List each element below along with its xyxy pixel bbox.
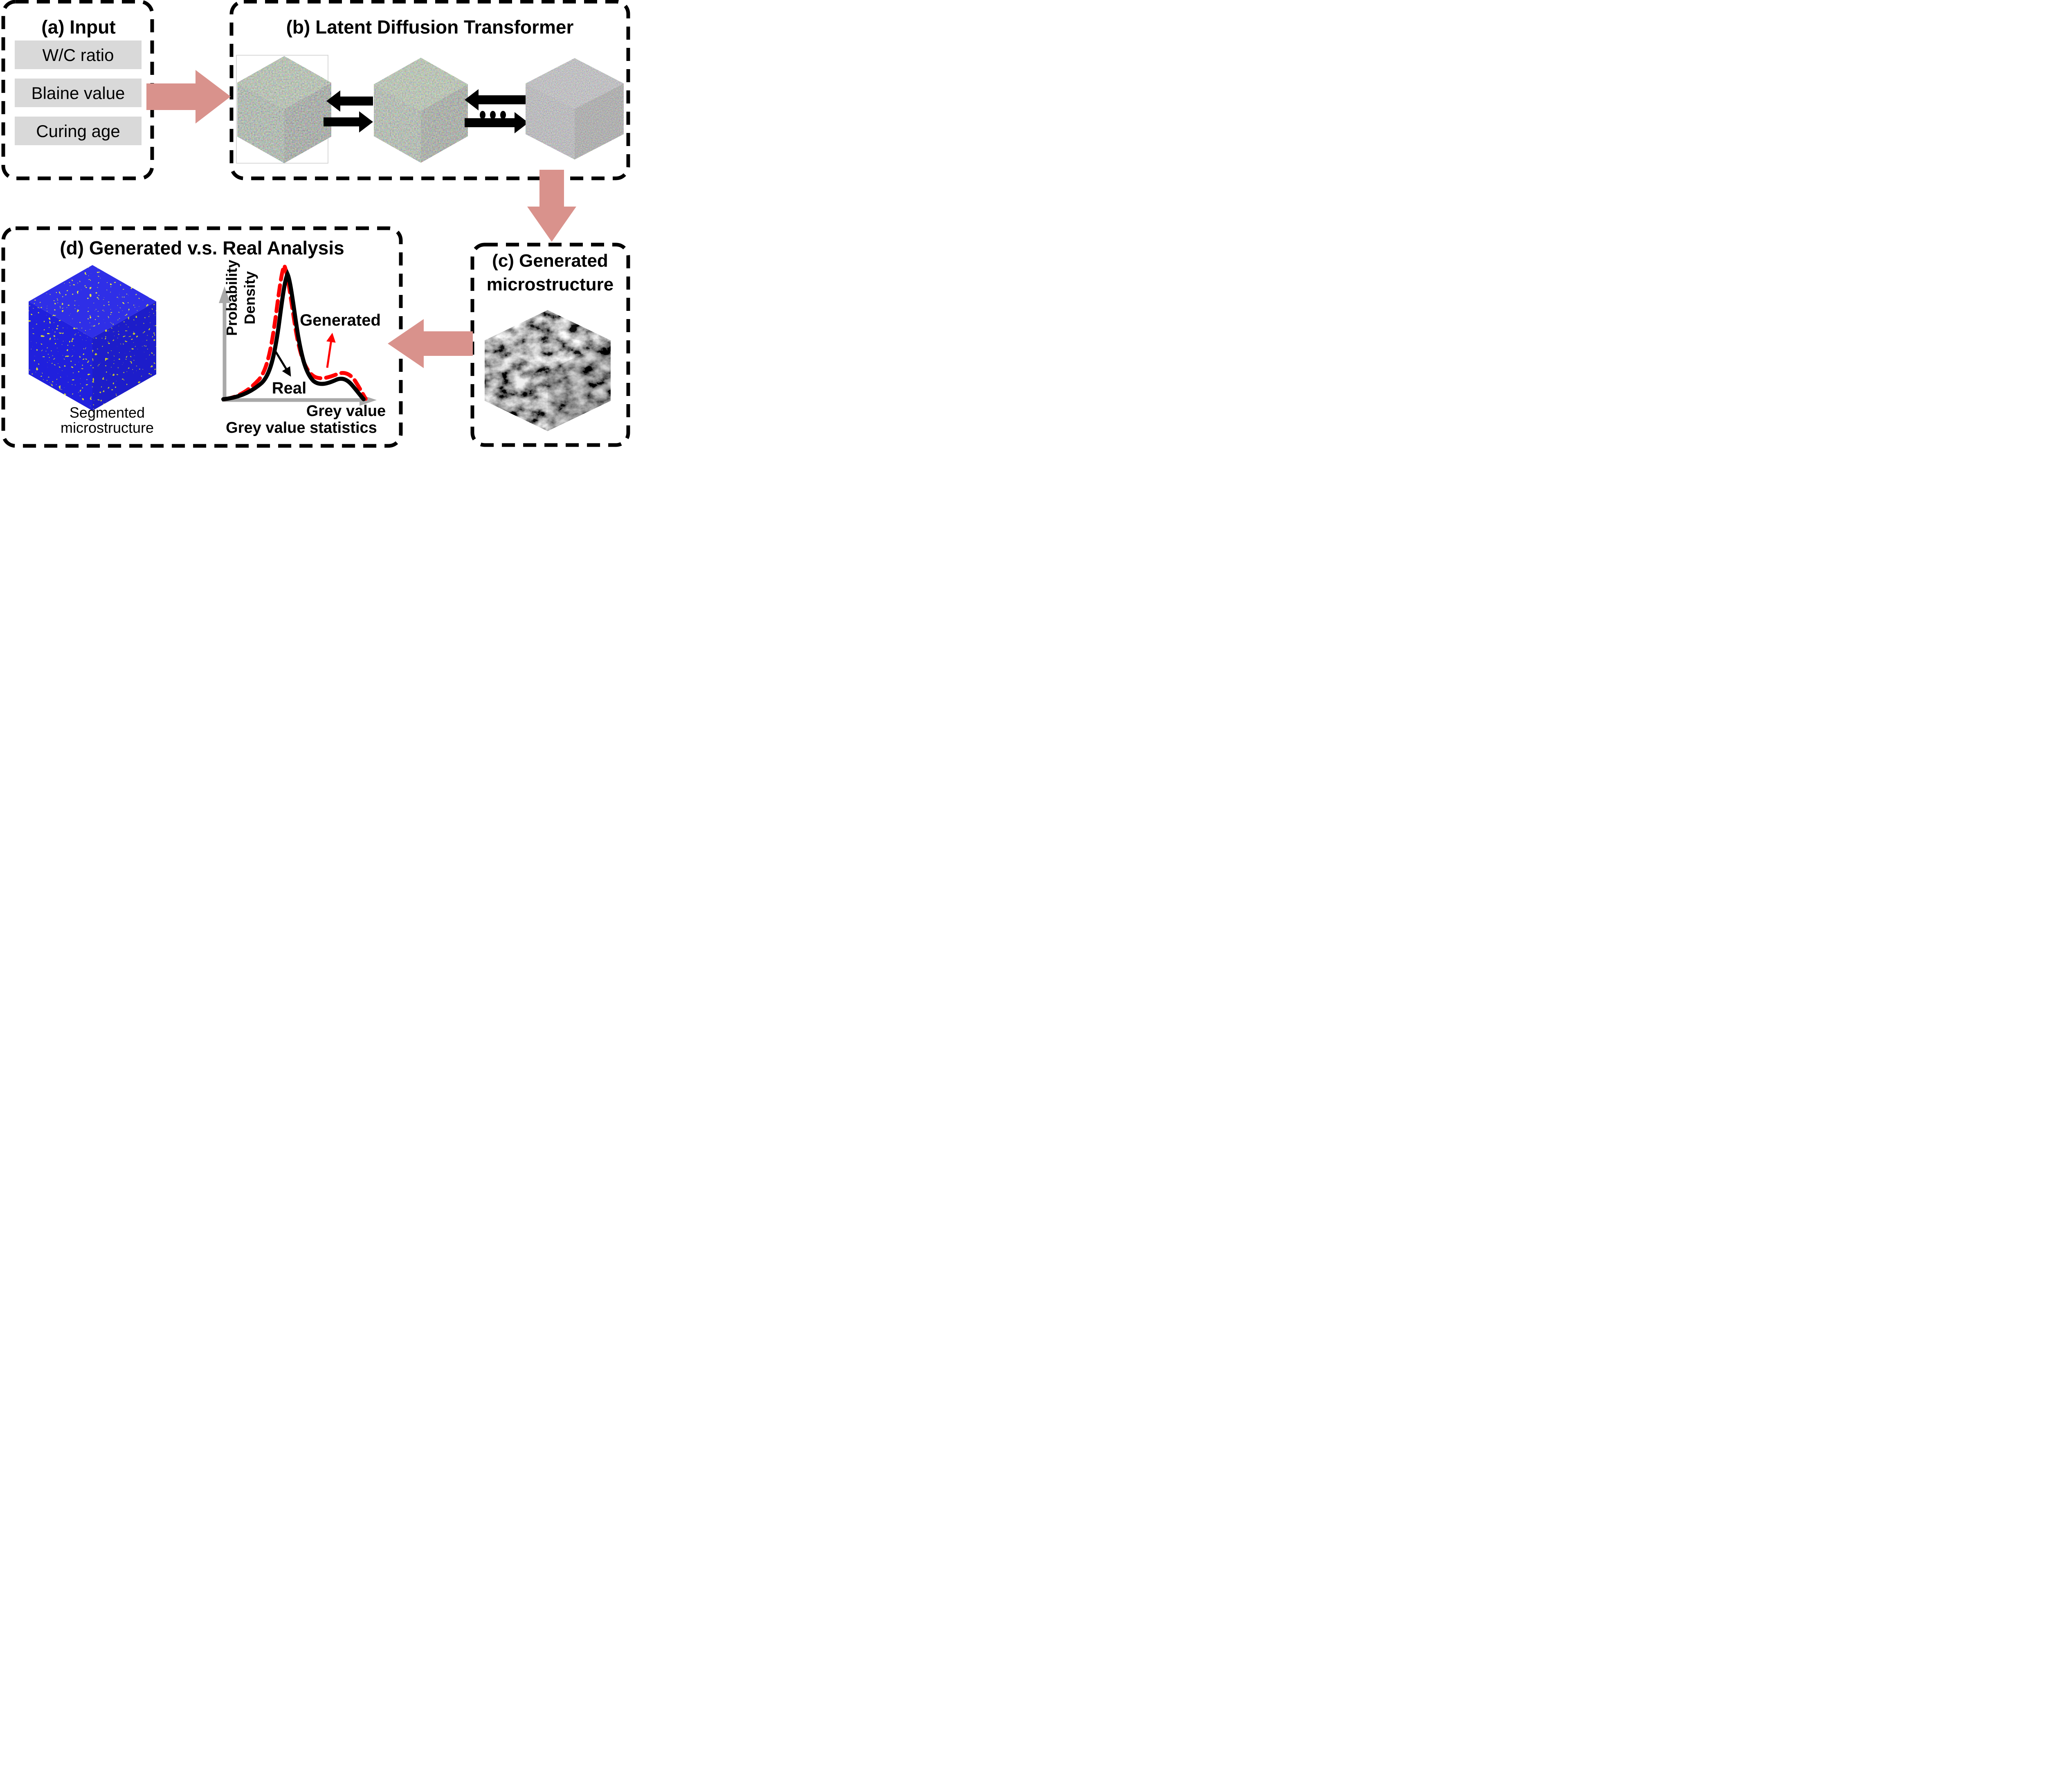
flow-arrow-generated-to-analysis xyxy=(388,319,473,368)
latent-noise-cube-1 xyxy=(237,56,331,163)
ellipsis-dots xyxy=(480,111,506,119)
input-label-curing-age: Curing age xyxy=(36,121,120,141)
grey-value-plot: Probability Density Generated Real Grey … xyxy=(219,260,386,436)
plot-caption: Grey value statistics xyxy=(226,419,377,436)
input-label-blaine-value: Blaine value xyxy=(31,83,125,103)
panel-a-title: (a) Input xyxy=(41,16,115,38)
cube1-top-shade xyxy=(237,56,331,109)
segmented-microstructure-cube xyxy=(29,265,156,411)
panel-a: (a) Input W/C ratio Blaine value Curing … xyxy=(15,16,142,145)
cube2-left-shade xyxy=(374,84,421,163)
segmented-caption-line1: Segmented xyxy=(70,404,145,421)
x-axis-label: Grey value xyxy=(306,402,386,420)
figure-svg: (a) Input W/C ratio Blaine value Curing … xyxy=(1,0,630,448)
cube3-left-shade xyxy=(526,83,575,160)
gray-cube-right-shade xyxy=(548,340,611,431)
input-box-curing-age xyxy=(15,117,142,145)
y-axis-arrowhead xyxy=(219,286,230,303)
denoise-arrow-left-1 xyxy=(326,90,373,112)
panel-c-title-line2: microstructure xyxy=(487,274,614,295)
latent-noise-cube-2 xyxy=(374,58,468,163)
flow-arrow-input-to-diffusion xyxy=(146,70,231,124)
real-curve-label: Real xyxy=(272,379,307,397)
panel-d: (d) Generated v.s. Real Analysis Segment… xyxy=(29,237,386,436)
generated-microstructure-cube xyxy=(485,310,611,431)
y-axis-label-line1: Probability xyxy=(223,260,240,336)
y-axis-label-line2: Density xyxy=(241,271,258,324)
flow-arrow-diffusion-to-generated xyxy=(527,170,576,242)
panel-b-border xyxy=(229,0,630,180)
panel-b-title: (b) Latent Diffusion Transformer xyxy=(286,16,574,38)
panel-d-border xyxy=(1,226,403,448)
cube3-top-shade xyxy=(526,58,624,109)
blue-cube-top-shade xyxy=(29,265,156,338)
cube1-left-shade xyxy=(237,83,284,163)
figure-canvas: (a) Input W/C ratio Blaine value Curing … xyxy=(0,0,631,448)
segmented-caption-line2: microstructure xyxy=(61,419,154,436)
real-annotation-arrow xyxy=(274,350,291,377)
panel-d-title: (d) Generated v.s. Real Analysis xyxy=(60,237,344,259)
noise-arrow-right-2 xyxy=(465,112,528,133)
cube1-right-shade xyxy=(284,83,331,163)
generated-annotation-arrow xyxy=(326,333,336,368)
input-label-wc-ratio: W/C ratio xyxy=(42,45,114,65)
blue-cube-right-shade xyxy=(92,301,156,411)
denoise-arrow-left-2 xyxy=(465,89,528,110)
blue-cube-left-shade xyxy=(29,301,92,411)
panel-b: (b) Latent Diffusion Transformer xyxy=(236,16,624,164)
cube2-right-shade xyxy=(421,84,468,163)
gray-cube-left-shade xyxy=(485,340,548,431)
input-box-blaine-value xyxy=(15,79,142,107)
cube3-right-shade xyxy=(575,83,624,160)
latent-noise-cube-3 xyxy=(526,58,624,160)
gray-cube-top-shade xyxy=(485,310,611,371)
cube2-top-shade xyxy=(374,58,468,111)
real-curve xyxy=(221,269,366,401)
input-box-wc-ratio xyxy=(15,40,142,69)
noise-arrow-right-1 xyxy=(324,111,373,133)
generated-curve-label: Generated xyxy=(300,311,381,329)
panel-c: (c) Generated microstructure xyxy=(485,251,614,431)
panel-c-title-line1: (c) Generated xyxy=(492,251,608,271)
